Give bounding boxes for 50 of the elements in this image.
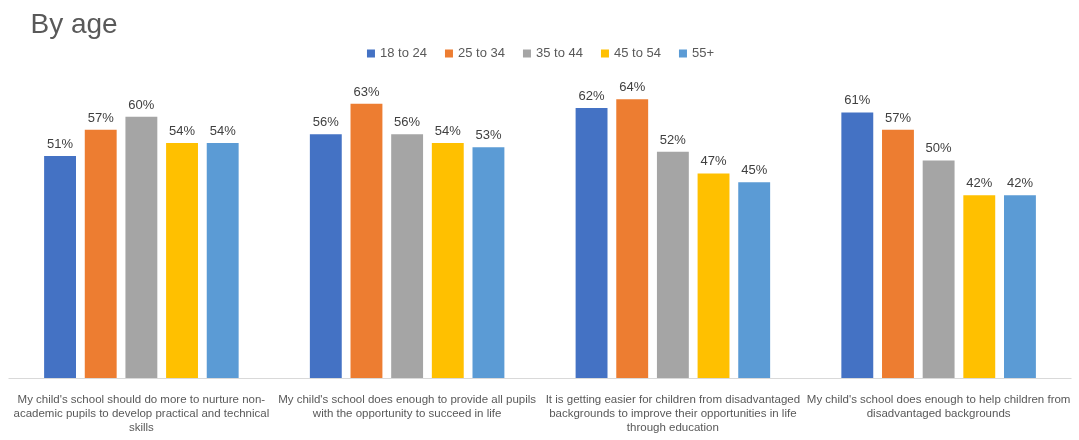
bar [166, 142, 198, 379]
x-tick-label: It is getting easier for children from disadvantaged backgrounds to improve their opportunities in life through education [545, 392, 801, 434]
x-tick-label: My child's school does enough to provide all pupils with the opportunity to succeed in life [278, 392, 537, 419]
bar [656, 151, 689, 379]
data-label: 56% [394, 114, 421, 130]
bar [1004, 195, 1036, 379]
data-label: 63% [353, 83, 380, 99]
data-label: 45% [741, 162, 768, 178]
bar [616, 99, 649, 379]
bar [431, 142, 464, 379]
x-tick-label: My child's school should do more to nurture non-academic pupils to develop practical and technical skills [13, 392, 270, 434]
bar [84, 129, 117, 379]
data-label: 54% [209, 122, 237, 138]
bar [575, 108, 608, 379]
bar [309, 134, 342, 379]
data-label: 50% [925, 140, 953, 156]
data-label: 42% [966, 175, 993, 191]
data-label: 56% [312, 114, 340, 130]
legend-label: 45 to 54 [613, 45, 661, 60]
legend-label: 55+ [691, 45, 715, 60]
data-label: 60% [128, 96, 155, 112]
bar [922, 160, 955, 379]
data-label: 54% [169, 122, 196, 138]
legend-label: 18 to 24 [379, 45, 427, 60]
data-label: 61% [844, 92, 871, 108]
data-label: 57% [884, 109, 912, 125]
bar [963, 195, 996, 379]
data-label: 62% [578, 88, 606, 104]
data-label: 47% [700, 153, 727, 169]
data-label: 64% [619, 79, 646, 95]
bar [882, 129, 914, 379]
data-label: 53% [475, 127, 502, 143]
legend-label: 25 to 34 [457, 45, 505, 60]
x-tick-label: My child's school does enough to help children from disadvantaged backgrounds [806, 392, 1071, 419]
data-label: 54% [434, 122, 462, 138]
chart-title: By age [30, 7, 118, 39]
data-label: 42% [1006, 175, 1034, 191]
bar [472, 147, 505, 379]
bar [391, 134, 424, 379]
bar [697, 173, 730, 379]
legend-label: 35 to 44 [535, 45, 583, 60]
bar [350, 103, 383, 379]
bar [125, 116, 158, 379]
data-label: 51% [47, 136, 74, 152]
data-label: 52% [659, 131, 687, 147]
data-label: 57% [87, 109, 115, 125]
bar [44, 156, 76, 379]
bar [738, 182, 771, 379]
bar [841, 112, 874, 379]
bar [206, 142, 239, 379]
